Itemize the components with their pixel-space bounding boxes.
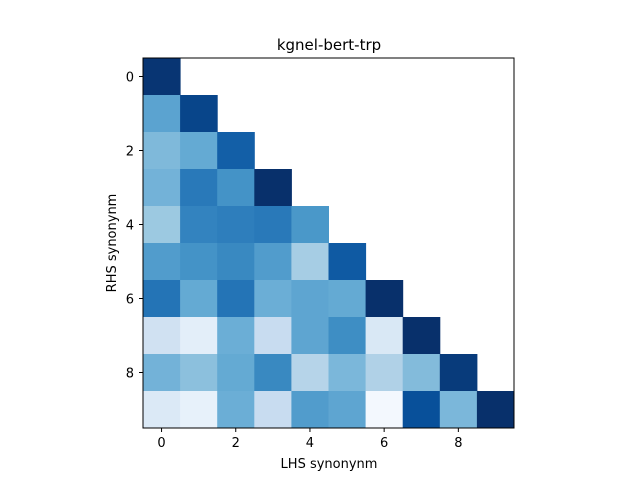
heatmap-cell-r8-c1	[180, 354, 218, 392]
heatmap-cell-r5-c4	[291, 243, 329, 281]
heatmap-cell-r7-c6	[365, 317, 404, 355]
heatmap-cell-r9-c7	[402, 391, 441, 429]
heatmap-cell-r8-c4	[291, 354, 329, 392]
heatmap-cell-r4-c3	[254, 206, 292, 244]
heatmap-cell-r7-c4	[291, 317, 329, 355]
x-tick-label: 8	[454, 436, 462, 451]
y-tick-label: 0	[126, 71, 134, 86]
heatmap-cell-r1-c1	[180, 95, 218, 133]
x-axis-label: LHS synonynm	[281, 457, 378, 472]
y-axis-label: RHS synonynm	[105, 194, 120, 293]
heatmap-cell-r8-c8	[439, 354, 478, 392]
heatmap-cell-r6-c1	[180, 280, 218, 318]
heatmap-cells	[143, 58, 515, 429]
heatmap-cell-r9-c6	[365, 391, 404, 429]
heatmap-cell-r7-c3	[254, 317, 292, 355]
heatmap-cell-r6-c4	[291, 280, 329, 318]
heatmap-cell-r4-c1	[180, 206, 218, 244]
heatmap-cell-r8-c0	[143, 354, 181, 392]
heatmap-cell-r4-c0	[143, 206, 181, 244]
heatmap-cell-r7-c1	[180, 317, 218, 355]
heatmap-cell-r2-c2	[217, 132, 255, 170]
heatmap-cell-r3-c3	[254, 169, 292, 207]
heatmap-cell-r6-c6	[365, 280, 404, 318]
heatmap-cell-r9-c8	[439, 391, 478, 429]
heatmap-cell-r7-c7	[402, 317, 441, 355]
heatmap-cell-r6-c5	[328, 280, 367, 318]
heatmap-cell-r8-c7	[402, 354, 441, 392]
heatmap-cell-r3-c2	[217, 169, 255, 207]
x-tick-label: 0	[157, 436, 165, 451]
heatmap-cell-r6-c3	[254, 280, 292, 318]
plot-frame	[142, 57, 515, 429]
heatmap-cell-r5-c2	[217, 243, 255, 281]
heatmap-cell-r2-c1	[180, 132, 218, 170]
heatmap-cell-r6-c2	[217, 280, 255, 318]
heatmap-cell-r5-c3	[254, 243, 292, 281]
heatmap-cell-r9-c3	[254, 391, 292, 429]
heatmap-cell-r3-c1	[180, 169, 218, 207]
heatmap-cell-r8-c3	[254, 354, 292, 392]
x-tick-label: 4	[306, 436, 314, 451]
x-axis: 0 2 4 6 8	[157, 428, 462, 451]
y-tick-label: 8	[126, 367, 134, 382]
y-tick-label: 4	[126, 219, 134, 234]
heatmap-cell-r9-c5	[328, 391, 367, 429]
heatmap-cell-r5-c5	[328, 243, 367, 281]
x-tick-label: 6	[380, 436, 388, 451]
heatmap-cell-r1-c0	[143, 95, 181, 133]
x-tick-label: 2	[232, 436, 240, 451]
heatmap-cell-r8-c6	[365, 354, 404, 392]
y-axis: 0 2 4 6 8	[126, 71, 143, 382]
heatmap-cell-r7-c2	[217, 317, 255, 355]
heatmap-cell-r7-c0	[143, 317, 181, 355]
heatmap-cell-r8-c5	[328, 354, 367, 392]
heatmap-cell-r9-c2	[217, 391, 255, 429]
heatmap-cell-r5-c1	[180, 243, 218, 281]
chart-title: kgnel-bert-trp	[277, 36, 381, 54]
y-tick-label: 2	[126, 145, 134, 160]
heatmap-cell-r3-c0	[143, 169, 181, 207]
heatmap-cell-r9-c9	[476, 391, 515, 429]
heatmap-cell-r0-c0	[143, 58, 181, 96]
heatmap-cell-r9-c0	[143, 391, 181, 429]
heatmap-cell-r6-c0	[143, 280, 181, 318]
heatmap-cell-r5-c0	[143, 243, 181, 281]
heatmap-cell-r4-c2	[217, 206, 255, 244]
y-tick-label: 6	[126, 293, 134, 308]
heatmap-cell-r4-c4	[291, 206, 329, 244]
heatmap-cell-r7-c5	[328, 317, 367, 355]
heatmap-cell-r9-c1	[180, 391, 218, 429]
heatmap-cell-r8-c2	[217, 354, 255, 392]
heatmap-cell-r2-c0	[143, 132, 181, 170]
heatmap-cell-r9-c4	[291, 391, 329, 429]
